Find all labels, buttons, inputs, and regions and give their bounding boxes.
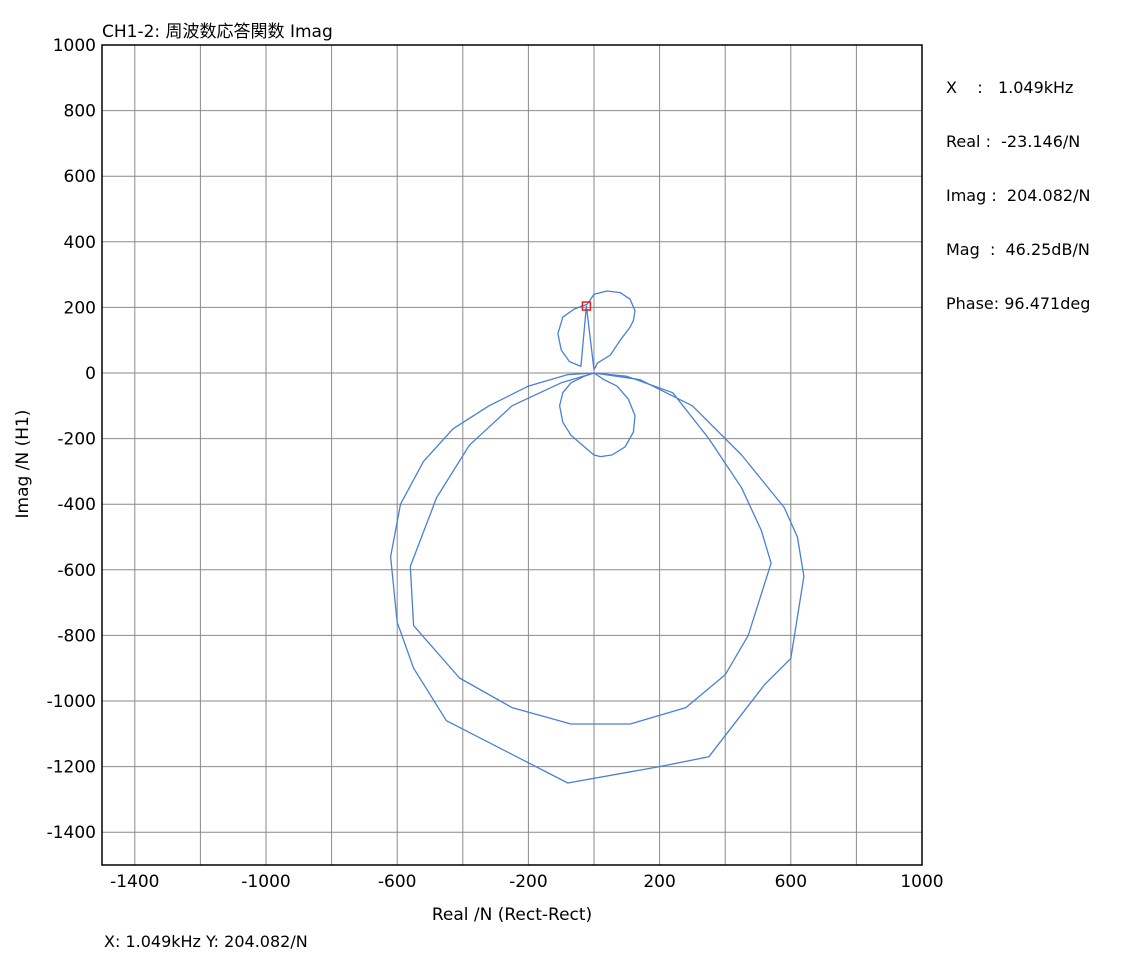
y-tick-label: 600 xyxy=(64,167,96,187)
readout-frequency: X : 1.049kHz xyxy=(946,78,1074,97)
y-tick-label: -200 xyxy=(57,430,96,450)
chart-title: CH1-2: 周波数応答関数 Imag xyxy=(102,22,333,42)
x-tick-label: 1000 xyxy=(900,872,943,892)
x-tick-label: 200 xyxy=(643,872,675,892)
y-tick-label: 400 xyxy=(64,233,96,253)
x-tick-label: 600 xyxy=(775,872,807,892)
y-axis-label: Imag /N (H1) xyxy=(13,410,33,519)
readout-mag: Mag : 46.25dB/N xyxy=(946,240,1090,259)
series-lines xyxy=(389,290,805,784)
y-tick-label: 800 xyxy=(64,102,96,122)
y-tick-label: -1200 xyxy=(47,758,96,778)
x-axis-label: Real /N (Rect-Rect) xyxy=(432,905,592,925)
y-tick-label: 0 xyxy=(85,364,96,384)
x-tick-label: -200 xyxy=(509,872,548,892)
plot-frame xyxy=(101,44,923,866)
series-line-4 xyxy=(389,372,805,784)
y-tick-label: -600 xyxy=(57,561,96,581)
y-tick-label: -800 xyxy=(57,626,96,646)
y-tick-labels: -1400 -1200 -1000 -800 -600 -400 -200 0 200 400 60… xyxy=(47,36,96,843)
status-readout: X: 1.049kHz Y: 204.082/N xyxy=(104,932,308,951)
readout-imag: Imag : 204.082/N xyxy=(946,186,1091,205)
readout-real: Real : -23.146/N xyxy=(946,132,1081,151)
y-tick-label: -400 xyxy=(57,495,96,515)
series-line-1 xyxy=(557,290,636,370)
x-tick-label: -1000 xyxy=(241,872,290,892)
x-tick-labels: -1400 -1000 -600 -200 200 600 1000 xyxy=(110,872,944,892)
x-tick-label: -600 xyxy=(378,872,417,892)
series-line-3 xyxy=(409,372,772,725)
y-tick-label: -1000 xyxy=(47,692,96,712)
readout-phase: Phase: 96.471deg xyxy=(946,294,1091,313)
y-tick-label: -1400 xyxy=(47,823,96,843)
x-tick-label: -1400 xyxy=(110,872,159,892)
grid xyxy=(102,44,923,865)
series-line-2 xyxy=(558,372,636,458)
cursor-marker[interactable] xyxy=(581,301,592,311)
y-tick-label: 200 xyxy=(64,298,96,318)
cursor-readout: X : 1.049kHz Real : -23.146/N Imag : 204… xyxy=(946,43,1090,331)
y-tick-label: 1000 xyxy=(53,36,96,56)
